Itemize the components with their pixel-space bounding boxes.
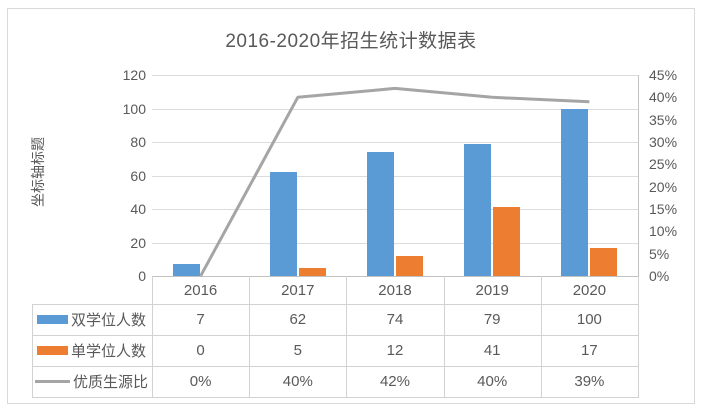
- table-cell-single-degree-2020: 17: [581, 342, 598, 359]
- right-axis-tick-label: 25%: [649, 156, 678, 173]
- legend-item-quality-ratio: 优质生源比: [32, 366, 152, 397]
- table-cell-quality-ratio-2019: 40%: [477, 373, 508, 390]
- left-axis-tick-label: 0: [138, 268, 146, 284]
- right-axis-tick-label: 35%: [649, 111, 678, 128]
- table-column-border: [540, 276, 542, 397]
- right-axis-tick-label: 40%: [649, 89, 678, 106]
- gridline: [152, 75, 638, 76]
- table-left-border: [32, 304, 33, 397]
- table-cell-quality-ratio-2020: 39%: [574, 373, 605, 390]
- left-axis-tick-label: 40: [130, 201, 146, 217]
- left-axis-tick-label: 20: [130, 234, 146, 251]
- right-axis-tick-label: 45%: [649, 67, 678, 83]
- table-column-border: [346, 276, 348, 397]
- right-axis-line: [638, 75, 639, 276]
- table-cell-double-degree-2017: 62: [289, 311, 307, 328]
- table-cell-quality-ratio-2016: 0%: [189, 373, 212, 390]
- column-header-2020: 2020: [572, 281, 607, 299]
- series-name-quality-ratio: 优质生源比: [73, 374, 149, 391]
- table-cell-single-degree-2019: 41: [483, 342, 501, 359]
- table-column-border: [249, 276, 251, 397]
- table-cell-single-degree-2018: 12: [386, 342, 404, 359]
- right-axis-tick-label: 30%: [649, 134, 678, 150]
- single-degree-bar-2020[interactable]: [590, 247, 618, 276]
- table-row-border: [32, 304, 639, 305]
- right-axis-tick-label: 15%: [649, 201, 678, 217]
- table-row-border: [32, 335, 639, 336]
- series-name-double-degree: 双学位人数: [71, 312, 147, 329]
- right-axis-tick-label: 20%: [649, 178, 678, 195]
- legend-item-single-degree: 单学位人数: [32, 335, 152, 366]
- table-cell-quality-ratio-2017: 40%: [282, 373, 313, 390]
- single-degree-bar-2018[interactable]: [396, 255, 423, 276]
- column-header-2016: 2016: [183, 281, 218, 299]
- left-axis-tick-label: 120: [122, 67, 146, 83]
- left-axis-tick-label: 100: [122, 100, 146, 117]
- series-name-single-degree: 单学位人数: [71, 343, 147, 360]
- table-column-border: [638, 276, 639, 397]
- table-column-border: [443, 276, 445, 397]
- single-degree-bar-2019[interactable]: [493, 207, 521, 276]
- table-cell-double-degree-2019: 79: [483, 311, 501, 328]
- table-row-border: [32, 366, 639, 367]
- column-header-2018: 2018: [378, 281, 412, 299]
- table-cell-double-degree-2020: 100: [576, 311, 602, 328]
- right-axis-tick-label: 0%: [649, 268, 670, 284]
- left-axis-tick-label: 60: [130, 167, 146, 184]
- right-axis-tick-label: 10%: [649, 223, 678, 240]
- table-cell-double-degree-2018: 74: [386, 311, 404, 328]
- line-swatch-quality-ratio: [35, 380, 70, 383]
- double-degree-bar-2016[interactable]: [172, 264, 200, 276]
- single-degree-bar-2017[interactable]: [298, 267, 326, 276]
- double-degree-bar-2019[interactable]: [464, 143, 492, 276]
- chart-title: 2016-2020年招生统计数据表: [225, 31, 477, 52]
- table-column-border: [152, 276, 153, 397]
- table-cell-single-degree-2017: 5: [293, 342, 302, 359]
- table-cell-quality-ratio-2018: 42%: [379, 373, 410, 390]
- column-header-2017: 2017: [281, 281, 315, 299]
- legend-item-double-degree: 双学位人数: [32, 304, 152, 335]
- column-header-2019: 2019: [475, 281, 509, 299]
- double-degree-bar-2017[interactable]: [269, 172, 297, 276]
- right-axis-tick-label: 5%: [649, 245, 670, 262]
- table-row-border: [32, 397, 639, 398]
- bar-swatch-single-degree: [37, 346, 68, 355]
- table-cell-double-degree-2016: 7: [196, 311, 205, 328]
- table-cell-single-degree-2016: 0: [196, 342, 205, 359]
- bar-swatch-double-degree: [37, 315, 68, 324]
- left-axis-tick-label: 80: [130, 134, 146, 150]
- double-degree-bar-2020[interactable]: [561, 108, 589, 276]
- left-axis-title: 坐标轴标题: [30, 137, 46, 207]
- double-degree-bar-2018[interactable]: [367, 152, 394, 276]
